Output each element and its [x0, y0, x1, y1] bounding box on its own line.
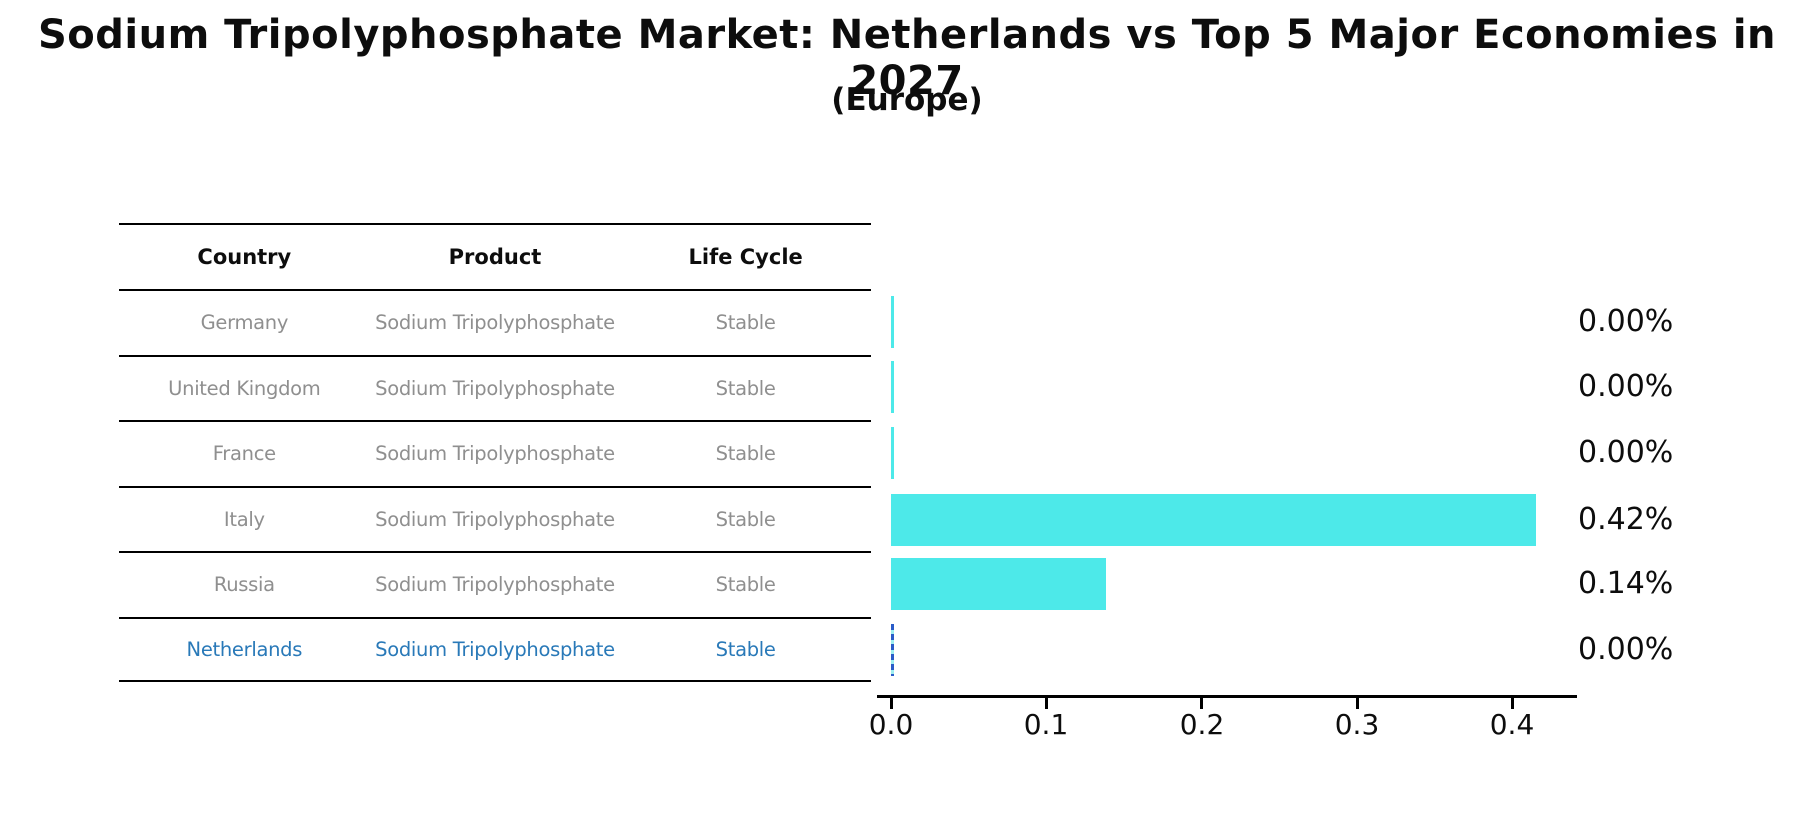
value-label-russia: 0.14% [1578, 566, 1674, 601]
value-label-france: 0.00% [1578, 435, 1674, 470]
cell-country: Netherlands [186, 637, 303, 661]
value-label-netherlands: 0.00% [1578, 632, 1674, 667]
x-tick-label-3: 0.3 [1334, 708, 1380, 741]
cell-country: United Kingdom [168, 376, 321, 400]
column-header-product: Product [448, 245, 542, 269]
table-header-row: Country Product Life Cycle [119, 223, 871, 289]
bar-germany [891, 296, 894, 348]
x-tick-label-4: 0.4 [1489, 708, 1535, 741]
bar-italy [891, 494, 1536, 546]
table-row-russia: Russia Sodium Tripolyphosphate Stable [119, 551, 871, 617]
cell-life-cycle: Stable [715, 573, 776, 597]
x-tick-label-1: 0.1 [1023, 708, 1069, 741]
value-label-italy: 0.42% [1578, 502, 1674, 537]
chart-subtitle: (Europe) [831, 82, 983, 118]
cell-product: Sodium Tripolyphosphate [375, 311, 615, 335]
table-row-germany: Germany Sodium Tripolyphosphate Stable [119, 289, 871, 355]
cell-product: Sodium Tripolyphosphate [375, 573, 615, 597]
cell-life-cycle: Stable [715, 637, 776, 661]
bar-netherlands-dashed [891, 624, 894, 676]
x-axis-tick [1511, 695, 1514, 709]
cell-life-cycle: Stable [715, 442, 776, 466]
value-label-united-kingdom: 0.00% [1578, 369, 1674, 404]
x-axis-line [877, 695, 1577, 698]
x-axis-tick [1045, 695, 1048, 709]
table-row-netherlands: Netherlands Sodium Tripolyphosphate Stab… [119, 616, 871, 682]
column-header-life-cycle: Life Cycle [688, 245, 803, 269]
cell-product: Sodium Tripolyphosphate [375, 637, 615, 661]
x-tick-label-0: 0.0 [868, 708, 914, 741]
cell-country: France [212, 442, 276, 466]
cell-country: Germany [200, 311, 289, 335]
cell-country: Russia [213, 573, 275, 597]
cell-life-cycle: Stable [715, 507, 776, 531]
table-row-italy: Italy Sodium Tripolyphosphate Stable [119, 485, 871, 552]
x-axis-tick [890, 695, 893, 709]
column-header-country: Country [197, 245, 292, 269]
bar-united-kingdom [891, 361, 894, 413]
bar-russia [891, 558, 1106, 610]
cell-life-cycle: Stable [715, 311, 776, 335]
value-label-germany: 0.00% [1578, 304, 1674, 339]
cell-product: Sodium Tripolyphosphate [375, 376, 615, 400]
cell-life-cycle: Stable [715, 376, 776, 400]
chart-title: Sodium Tripolyphosphate Market: Netherla… [37, 12, 1777, 104]
table-row-united-kingdom: United Kingdom Sodium Tripolyphosphate S… [119, 354, 871, 421]
x-tick-label-2: 0.2 [1179, 708, 1225, 741]
cell-country: Italy [223, 507, 265, 531]
x-axis-tick [1356, 695, 1359, 709]
cell-product: Sodium Tripolyphosphate [375, 507, 615, 531]
table-row-france: France Sodium Tripolyphosphate Stable [119, 420, 871, 486]
cell-product: Sodium Tripolyphosphate [375, 442, 615, 466]
info-table: Country Product Life Cycle Germany Sodiu… [119, 223, 871, 682]
x-axis-tick [1200, 695, 1203, 709]
bar-france [891, 427, 894, 479]
